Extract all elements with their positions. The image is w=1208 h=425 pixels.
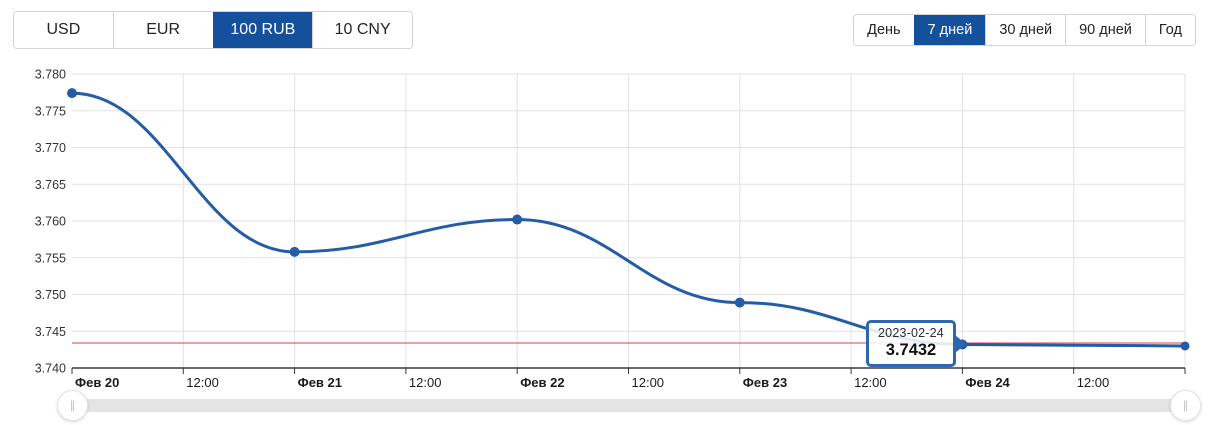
data-point[interactable] (1180, 341, 1190, 351)
svg-text:3.750: 3.750 (35, 288, 66, 302)
svg-text:Фев 22: Фев 22 (520, 375, 564, 390)
svg-text:3.755: 3.755 (35, 251, 66, 265)
tab-period-90days[interactable]: 90 дней (1065, 15, 1145, 45)
tab-10cny[interactable]: 10 CNY (312, 12, 412, 48)
svg-text:Фев 24: Фев 24 (965, 375, 1010, 390)
rate-line-chart[interactable]: 3.780 3.775 3.770 3.765 3.760 3.755 3.750 3.745… (0, 0, 1208, 395)
svg-text:Фев 23: Фев 23 (743, 375, 787, 390)
y-axis-labels: 3.780 3.775 3.770 3.765 3.760 3.755 3.750 3.745… (35, 68, 66, 376)
svg-text:12:00: 12:00 (186, 375, 219, 390)
data-point[interactable] (734, 297, 745, 308)
drag-handle-icon: ∥ (1182, 400, 1189, 412)
tab-100rub[interactable]: 100 RUB (212, 12, 313, 48)
tab-period-day[interactable]: День (854, 15, 914, 45)
svg-text:3.740: 3.740 (35, 362, 66, 376)
x-axis-labels: Фев 20 12:00 Фев 21 12:00 Фев 22 12:00 Фев 23 1… (75, 375, 1109, 390)
svg-text:12:00: 12:00 (409, 375, 442, 390)
svg-text:12:00: 12:00 (632, 375, 665, 390)
currency-tab-group: USD EUR 100 RUB 10 CNY (13, 11, 413, 49)
svg-text:Фев 20: Фев 20 (75, 375, 119, 390)
svg-text:3.765: 3.765 (35, 178, 66, 192)
svg-text:3.770: 3.770 (35, 141, 66, 155)
rate-line-series (70, 91, 1187, 348)
svg-text:Фев 21: Фев 21 (298, 375, 342, 390)
range-handle-right[interactable]: ∥ (1170, 390, 1201, 421)
tab-usd[interactable]: USD (14, 12, 113, 48)
tab-period-30days[interactable]: 30 дней (985, 15, 1066, 45)
data-point[interactable] (67, 88, 77, 99)
range-handle-left[interactable]: ∥ (57, 390, 88, 421)
svg-text:3.775: 3.775 (35, 104, 66, 118)
svg-text:3.745: 3.745 (35, 325, 66, 339)
x-axis (71, 367, 1186, 374)
tab-period-7days[interactable]: 7 дней (913, 15, 986, 45)
tooltip-date: 2023-02-24 (878, 326, 944, 340)
chart-range-scrollbar[interactable] (72, 399, 1185, 412)
tooltip-arrow (955, 334, 966, 353)
drag-handle-icon: ∥ (69, 400, 76, 412)
tooltip-value: 3.7432 (885, 341, 937, 359)
svg-text:12:00: 12:00 (854, 375, 887, 390)
svg-text:3.780: 3.780 (35, 68, 66, 82)
chart-gridlines (72, 73, 1186, 368)
chart-tooltip: 2023-02-24 3.7432 (866, 320, 966, 367)
period-tab-group: День 7 дней 30 дней 90 дней Год (853, 14, 1196, 46)
tab-eur[interactable]: EUR (112, 12, 213, 48)
data-point[interactable] (512, 214, 523, 225)
data-point[interactable] (289, 246, 300, 257)
svg-text:3.760: 3.760 (35, 215, 66, 229)
tab-period-year[interactable]: Год (1144, 15, 1195, 45)
svg-text:12:00: 12:00 (1077, 375, 1110, 390)
